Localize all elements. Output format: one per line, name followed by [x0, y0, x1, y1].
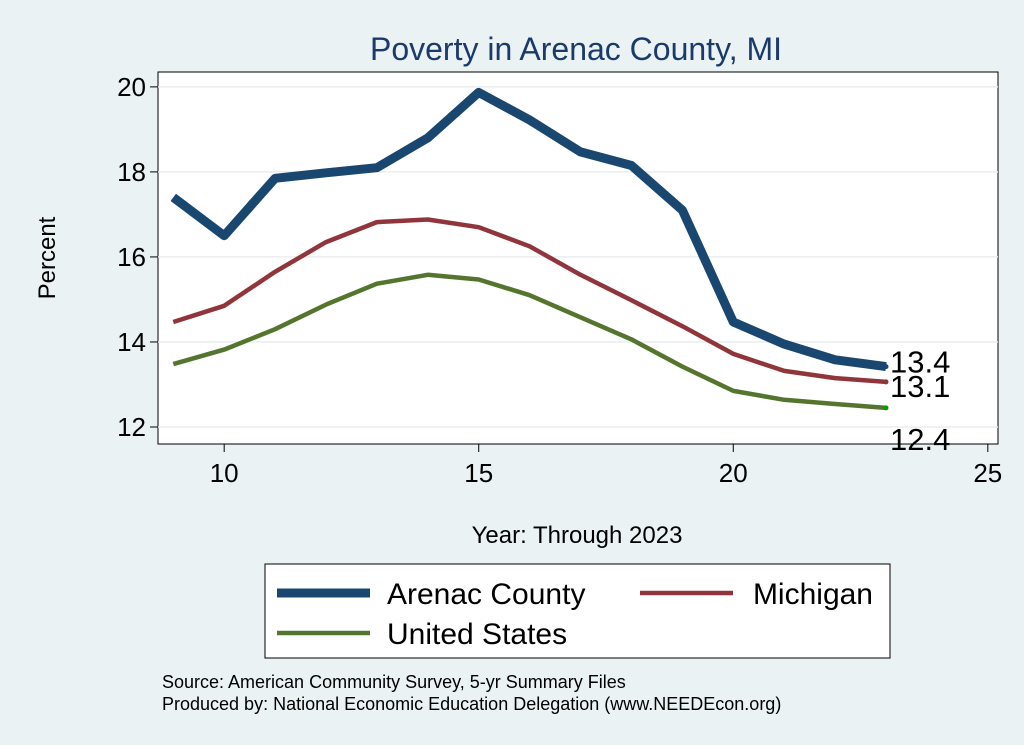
legend-label: United States	[387, 618, 567, 651]
chart-title: Poverty in Arenac County, MI	[370, 31, 782, 67]
series-line-michigan	[172, 217, 887, 385]
end-label: 12.4	[890, 422, 950, 457]
end-marker	[883, 364, 889, 370]
y-tick-label: 20	[117, 72, 146, 102]
end-labels: 13.413.1 12.4	[883, 345, 950, 457]
legend-label: Arenac County	[387, 578, 585, 611]
legend: Arenac County Michigan United States	[264, 563, 891, 659]
end-marker	[883, 379, 889, 385]
legend-label: Michigan	[753, 578, 873, 611]
y-tick-label: 14	[117, 327, 146, 357]
series-line-united-states	[172, 272, 887, 411]
end-label: 13.1	[890, 369, 950, 404]
y-axis-label: Percent	[34, 216, 61, 299]
produced-by-note: Produced by: National Economic Education…	[162, 694, 781, 714]
x-tick-label: 10	[210, 458, 239, 488]
x-tick-label: 20	[719, 458, 748, 488]
source-note: Source: American Community Survey, 5-yr …	[162, 672, 626, 692]
y-tick-label: 18	[117, 157, 146, 187]
x-tick-label: 15	[464, 458, 493, 488]
y-tick-label: 12	[117, 412, 146, 442]
y-tick-label: 16	[117, 242, 146, 272]
series-line-arenac-county	[170, 87, 887, 372]
plot-area	[157, 71, 999, 445]
end-label: 13.4	[890, 345, 950, 380]
x-tick-label: 25	[973, 458, 1002, 488]
axes: 12 14 16 18 20 10 15 20 25	[117, 72, 1002, 488]
end-marker	[883, 405, 889, 411]
legend-box	[264, 563, 891, 659]
series-lines	[170, 87, 887, 411]
x-axis-label: Year: Through 2023	[472, 522, 683, 549]
